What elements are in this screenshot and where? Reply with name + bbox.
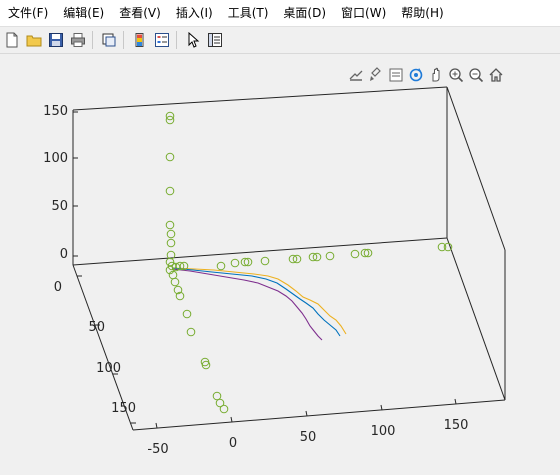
scatter-point	[170, 277, 180, 287]
print-icon[interactable]	[68, 30, 88, 50]
x-tick-label: 50	[300, 430, 317, 445]
menu-desktop[interactable]: 桌面(D)	[283, 6, 327, 20]
box-edge-back-top	[72, 86, 448, 111]
x-tick-label: -50	[147, 442, 168, 457]
scatter-point	[360, 248, 370, 258]
menu-help[interactable]: 帮助(H)	[401, 6, 444, 20]
y-tick-labels: 0 50 100 150	[54, 280, 136, 416]
home-icon[interactable]	[486, 65, 506, 85]
scatter-point	[230, 258, 240, 268]
pointer-icon[interactable]	[183, 30, 203, 50]
scatter-point	[166, 229, 176, 239]
box-edge-back-bottom	[72, 237, 448, 266]
scatter-point	[260, 256, 270, 266]
axes-box	[72, 86, 506, 431]
z-tick-label: 0	[60, 247, 68, 262]
scatter-point	[165, 220, 175, 230]
scatter-point	[165, 265, 175, 275]
scatter-markers	[165, 111, 453, 414]
box-edge-right-top	[446, 86, 506, 251]
scatter-point	[175, 291, 185, 301]
zoom-in-icon[interactable]	[446, 65, 466, 85]
scatter-point	[186, 327, 196, 337]
pan-icon[interactable]	[426, 65, 446, 85]
menu-tools[interactable]: 工具(T)	[227, 6, 269, 20]
trajectory-lines	[171, 267, 347, 341]
y-tick-label: 100	[96, 361, 121, 376]
x-ticks	[155, 398, 457, 429]
box-edge-y-axis	[72, 264, 134, 431]
z-tick-label: 100	[43, 151, 68, 166]
scatter-point	[166, 250, 176, 260]
scatter-point	[288, 254, 298, 264]
scatter-point	[312, 252, 322, 262]
scatter-point	[175, 261, 185, 271]
scatter-point	[437, 242, 447, 252]
menu-bar: 文件(F) 编辑(E) 查看(V) 插入(I) 工具(T) 桌面(D) 窗口(W…	[0, 0, 560, 26]
zoom-out-icon[interactable]	[466, 65, 486, 85]
series-line-purple	[171, 268, 323, 341]
z-tick-label: 50	[51, 199, 68, 214]
toolbar-separator	[92, 31, 93, 49]
scatter-point	[201, 360, 211, 370]
toolbar-separator	[123, 31, 124, 49]
z-tick-labels: 0 50 100 150	[43, 104, 68, 262]
link-plot-icon[interactable]	[99, 30, 119, 50]
axes-toolbar	[346, 64, 506, 86]
scatter-point	[182, 309, 192, 319]
scatter-point	[240, 257, 250, 267]
x-tick-labels: -50 0 50 100 150	[147, 418, 468, 457]
colorbar-icon[interactable]	[130, 30, 150, 50]
menu-view[interactable]: 查看(V)	[119, 6, 161, 20]
scatter-point	[219, 404, 229, 414]
z-tick-label: 150	[43, 104, 68, 119]
scatter-point	[165, 115, 175, 125]
scatter-point	[166, 238, 176, 248]
scatter-point	[212, 391, 222, 401]
toolbar-separator	[176, 31, 177, 49]
series-line-blue	[171, 267, 341, 337]
new-file-icon[interactable]	[2, 30, 22, 50]
box-edge-right-bottom	[446, 237, 506, 401]
scatter-point	[443, 242, 453, 252]
scatter-point	[325, 251, 335, 261]
figure-toolbar	[0, 26, 560, 54]
menu-file[interactable]: 文件(F)	[8, 6, 49, 20]
brush-icon[interactable]	[366, 65, 386, 85]
x-tick-label: 0	[229, 436, 237, 451]
legend-icon[interactable]	[152, 30, 172, 50]
save-icon[interactable]	[46, 30, 66, 50]
menu-edit[interactable]: 编辑(E)	[63, 6, 105, 20]
y-tick-label: 0	[54, 280, 62, 295]
menu-window[interactable]: 窗口(W)	[341, 6, 387, 20]
scatter-point	[350, 249, 360, 259]
property-inspector-icon[interactable]	[205, 30, 225, 50]
scatter-point	[243, 257, 253, 267]
series-line-orange	[171, 267, 347, 335]
menu-insert[interactable]: 插入(I)	[175, 6, 213, 20]
scatter-point	[308, 252, 318, 262]
scatter-point	[292, 254, 302, 264]
scatter-point	[165, 111, 175, 121]
y-tick-label: 150	[111, 401, 136, 416]
rotate-3d-icon[interactable]	[406, 65, 426, 85]
y-ticks	[77, 275, 136, 424]
x-tick-label: 100	[371, 424, 396, 439]
data-tips-icon[interactable]	[386, 65, 406, 85]
scatter-point	[216, 261, 226, 271]
y-tick-label: 50	[88, 320, 105, 335]
scatter-point	[173, 285, 183, 295]
scatter-point	[165, 152, 175, 162]
scatter-point	[363, 248, 373, 258]
export-icon[interactable]	[346, 65, 366, 85]
box-edge-x-axis	[132, 399, 506, 431]
scatter-point	[215, 398, 225, 408]
scatter-point	[179, 261, 189, 271]
open-folder-icon[interactable]	[24, 30, 44, 50]
plot-axes[interactable]: -50 0 50 100 150 0 50 100 150 0 50 100 1…	[0, 53, 560, 475]
z-ticks	[73, 111, 78, 257]
scatter-point	[165, 186, 175, 196]
x-tick-label: 150	[444, 418, 469, 433]
